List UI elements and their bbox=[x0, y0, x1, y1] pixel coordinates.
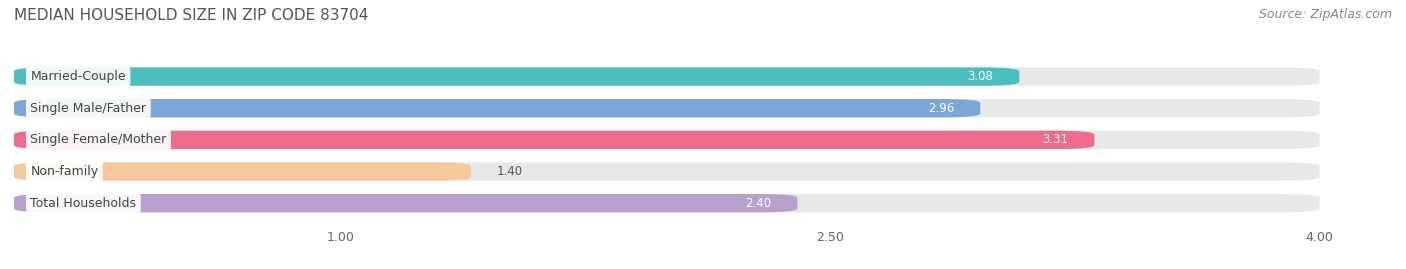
FancyBboxPatch shape bbox=[14, 131, 1094, 149]
Text: 3.08: 3.08 bbox=[967, 70, 993, 83]
Text: Source: ZipAtlas.com: Source: ZipAtlas.com bbox=[1258, 8, 1392, 21]
FancyBboxPatch shape bbox=[14, 99, 1320, 117]
Text: 1.40: 1.40 bbox=[498, 165, 523, 178]
Text: Total Households: Total Households bbox=[31, 197, 136, 210]
FancyBboxPatch shape bbox=[14, 99, 980, 117]
Text: MEDIAN HOUSEHOLD SIZE IN ZIP CODE 83704: MEDIAN HOUSEHOLD SIZE IN ZIP CODE 83704 bbox=[14, 8, 368, 23]
FancyBboxPatch shape bbox=[14, 162, 1320, 181]
FancyBboxPatch shape bbox=[14, 131, 1320, 149]
Text: 2.40: 2.40 bbox=[745, 197, 772, 210]
FancyBboxPatch shape bbox=[14, 68, 1019, 86]
FancyBboxPatch shape bbox=[14, 194, 797, 212]
Text: Married-Couple: Married-Couple bbox=[31, 70, 127, 83]
Text: Single Male/Father: Single Male/Father bbox=[31, 102, 146, 115]
FancyBboxPatch shape bbox=[14, 162, 471, 181]
Text: Single Female/Mother: Single Female/Mother bbox=[31, 133, 167, 146]
Text: Non-family: Non-family bbox=[31, 165, 98, 178]
Text: 3.31: 3.31 bbox=[1042, 133, 1069, 146]
FancyBboxPatch shape bbox=[14, 194, 1320, 212]
FancyBboxPatch shape bbox=[14, 68, 1320, 86]
Text: 2.96: 2.96 bbox=[928, 102, 955, 115]
